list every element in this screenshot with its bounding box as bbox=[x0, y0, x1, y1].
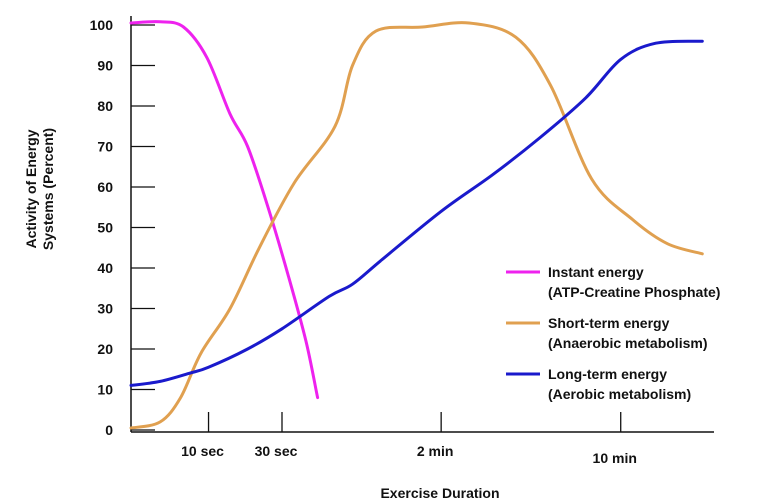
legend-short-term-energy-label: Short-term energy bbox=[548, 315, 670, 331]
y-tick-label: 30 bbox=[97, 301, 113, 317]
long-term-energy-line bbox=[129, 39, 704, 387]
y-tick-label: 40 bbox=[97, 260, 113, 276]
y-axis-title-line-1: Activity of Energy bbox=[23, 129, 39, 248]
x-tick-label: 10 min bbox=[593, 450, 637, 466]
y-tick-label: 100 bbox=[90, 17, 114, 33]
y-tick-label: 0 bbox=[105, 422, 113, 438]
legend-instant-energy-label: (ATP-Creatine Phosphate) bbox=[548, 284, 720, 300]
x-axis-title: Exercise Duration bbox=[380, 485, 499, 501]
y-tick-label: 60 bbox=[97, 179, 113, 195]
legend-long-term-energy-label: Long-term energy bbox=[548, 366, 667, 382]
legend-long-term-energy-label: (Aerobic metabolism) bbox=[548, 386, 691, 402]
x-tick-label: 30 sec bbox=[255, 443, 298, 459]
legend-instant-energy-label: Instant energy bbox=[548, 264, 644, 280]
short-term-energy-line bbox=[129, 21, 704, 430]
legend-short-term-energy-label: (Anaerobic metabolism) bbox=[548, 335, 707, 351]
x-tick-label: 10 sec bbox=[181, 443, 224, 459]
y-tick-label: 80 bbox=[97, 98, 113, 114]
instant-energy-line bbox=[129, 20, 320, 400]
y-tick-label: 10 bbox=[97, 382, 113, 398]
x-tick-label: 2 min bbox=[417, 443, 454, 459]
y-tick-label: 70 bbox=[97, 139, 113, 155]
y-tick-label: 90 bbox=[97, 58, 113, 74]
y-axis-title-line-2: Systems (Percent) bbox=[40, 128, 56, 250]
y-tick-label: 50 bbox=[97, 220, 113, 236]
y-tick-label: 20 bbox=[97, 341, 113, 357]
